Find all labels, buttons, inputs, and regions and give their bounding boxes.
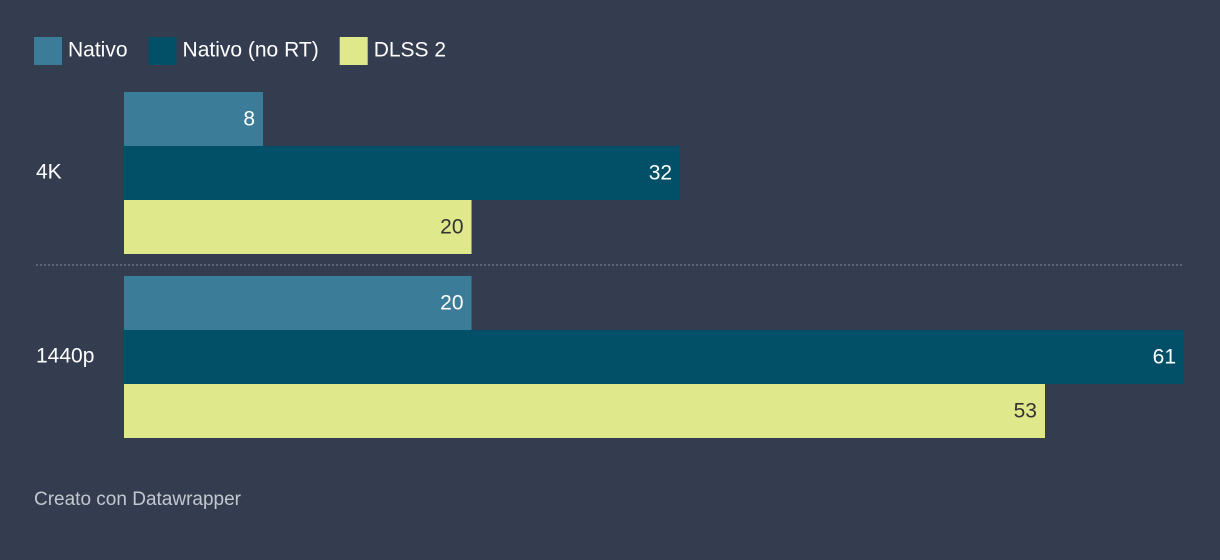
bar [124, 330, 1184, 384]
value-label: 61 [1153, 346, 1176, 369]
bar [124, 92, 264, 146]
legend-label: Nativo [68, 39, 128, 62]
value-label: 32 [649, 162, 672, 185]
legend-swatch [339, 37, 368, 65]
value-label: 53 [1014, 400, 1037, 423]
bar [124, 276, 472, 330]
value-label: 20 [440, 216, 463, 239]
category-label: 1440p [36, 345, 94, 368]
legend-swatch [34, 37, 62, 65]
bar [124, 384, 1045, 438]
value-label: 8 [243, 108, 255, 131]
legend-label: DLSS 2 [374, 39, 446, 62]
legend-label: Nativo (no RT) [183, 39, 319, 62]
category-label: 4K [36, 161, 62, 184]
bar [124, 200, 472, 254]
footer: Creato con Datawrapper [34, 489, 242, 510]
value-label: 20 [440, 292, 463, 315]
legend-swatch [148, 37, 177, 65]
bar [124, 146, 681, 200]
